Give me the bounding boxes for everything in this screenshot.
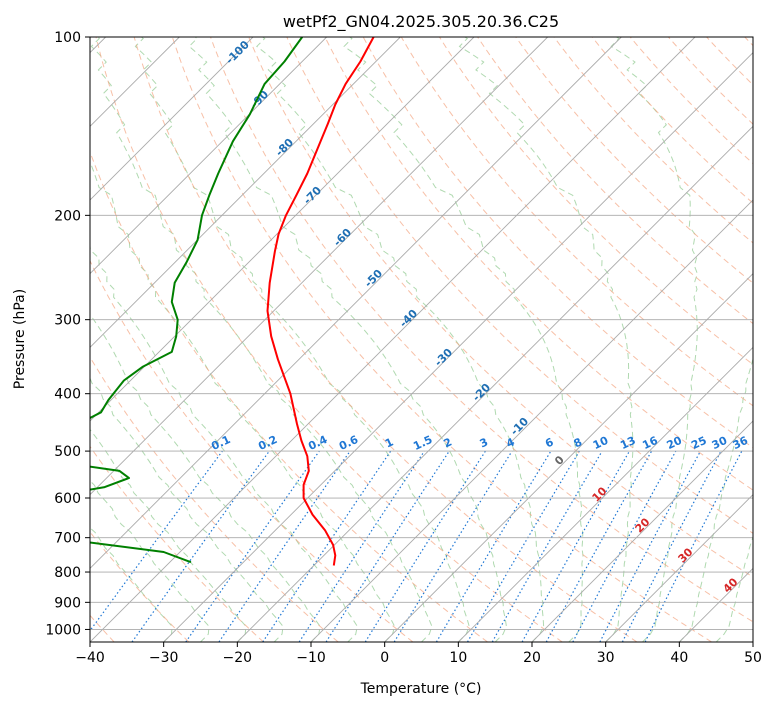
dry-adiabat-line <box>90 445 264 642</box>
isotherm-line <box>90 37 327 275</box>
y-tick-label: 800 <box>54 565 81 581</box>
dry-adiabats <box>90 37 753 642</box>
mixing-ratio-line <box>90 450 223 632</box>
moist-adiabat-line <box>610 37 698 642</box>
x-tick-label: −10 <box>296 650 326 666</box>
moist-adiabat-line <box>90 376 284 642</box>
mixing-ratio-label: 36 <box>731 434 751 452</box>
moist-adiabat-line <box>90 313 321 642</box>
dewpoint-line <box>90 37 304 564</box>
x-tick-label: −30 <box>149 650 179 666</box>
dry-adiabat-line <box>248 37 753 578</box>
plot-frame <box>89 36 754 643</box>
dry-adiabat-line <box>95 37 563 642</box>
mixing-ratio-line <box>131 450 270 642</box>
mixing-ratio-line <box>218 450 351 642</box>
mixing-ratio-label: 16 <box>640 434 660 452</box>
dry-adiabat-line <box>629 37 753 165</box>
mixing-ratio-line <box>185 450 320 642</box>
mixing-ratio-label: 30 <box>710 434 730 452</box>
moist-adiabat-line <box>458 37 634 642</box>
dry-adiabat-line <box>591 37 753 204</box>
y-tick-label: 700 <box>54 531 81 547</box>
isotherm-line <box>90 37 475 422</box>
moist-adiabat-line <box>90 37 433 642</box>
isotherm-line <box>384 273 753 642</box>
y-tick-label: 400 <box>54 387 81 403</box>
dry-adiabat-line <box>286 37 753 534</box>
grid-lines <box>90 37 753 642</box>
dry-adiabat-line <box>476 37 753 325</box>
x-tick-label: 0 <box>380 650 389 666</box>
profile-series <box>90 37 375 566</box>
y-axis-label: Pressure (hPa) <box>12 289 28 389</box>
mixing-ratio-line <box>644 450 743 642</box>
isotherm-line <box>237 125 753 642</box>
mixing-ratio-label: 20 <box>665 434 685 452</box>
moist-adiabat-line <box>256 37 545 642</box>
moist-adiabat-line <box>134 37 470 642</box>
dry-adiabat-line <box>133 37 638 642</box>
dry-adiabat-line <box>438 37 753 366</box>
isotherm-line <box>90 37 254 201</box>
x-tick-label: 50 <box>744 650 762 666</box>
dry-adiabat-line <box>90 259 414 642</box>
moist-adiabat-line <box>90 160 396 642</box>
moist-adiabat-line <box>343 37 584 642</box>
mixing-ratio-lines <box>90 450 743 642</box>
x-tick-label: −40 <box>75 650 105 666</box>
isotherm-line <box>531 420 753 642</box>
moist-adiabat-line <box>90 527 173 642</box>
y-tick-label: 1000 <box>45 622 81 638</box>
mixing-ratio-label: 25 <box>689 434 708 452</box>
dry-adiabat-line <box>171 37 712 642</box>
y-tick-label: 200 <box>54 208 81 224</box>
y-tick-label: 100 <box>54 30 81 46</box>
dry-adiabat-line <box>90 150 488 642</box>
isotherm-line <box>163 52 753 642</box>
temperature-line <box>266 37 375 566</box>
x-axis-label: Temperature (°C) <box>360 681 482 697</box>
mixing-ratio-line <box>393 450 513 642</box>
x-tick-label: 40 <box>670 650 688 666</box>
y-tick-label: 300 <box>54 313 81 329</box>
mixing-ratio-line <box>298 450 425 642</box>
y-tick-label: 500 <box>54 444 81 460</box>
isotherm-line <box>90 37 696 642</box>
mixing-ratio-label: 10 <box>591 434 611 452</box>
moist-adiabat-line <box>90 428 247 642</box>
mixing-ratio-label: 13 <box>618 434 637 452</box>
moist-adiabats <box>90 37 753 642</box>
mixing-ratio-line <box>521 450 631 642</box>
isotherm-line <box>605 494 753 642</box>
axes-ticks: −40 −30 −20 −10 0 10 20 30 40 50 100 200 300 400 500 60… <box>45 30 762 666</box>
mixing-ratio-line <box>325 450 450 642</box>
isotherm-line <box>458 346 753 642</box>
y-tick-label: 900 <box>54 595 81 611</box>
y-tick-label: 600 <box>54 491 81 507</box>
isotherm-line <box>90 37 401 348</box>
x-tick-label: 10 <box>449 650 467 666</box>
x-tick-label: −20 <box>223 650 253 666</box>
dry-adiabat-line <box>400 37 753 407</box>
moist-adiabat-line <box>90 480 210 642</box>
x-tick-label: 30 <box>597 650 615 666</box>
dry-adiabat-line <box>553 37 753 244</box>
isotherm-line <box>310 199 753 642</box>
dry-adiabat-line <box>362 37 753 449</box>
isotherm-line <box>90 37 622 569</box>
mixing-ratio-line <box>545 450 653 642</box>
chart-title: wetPf2_GN04.2025.305.20.36.C25 <box>283 12 559 32</box>
mixing-ratio-line <box>572 450 677 642</box>
x-tick-label: 20 <box>523 650 541 666</box>
isotherm-line <box>90 37 548 496</box>
mixing-ratio-line <box>262 450 392 642</box>
